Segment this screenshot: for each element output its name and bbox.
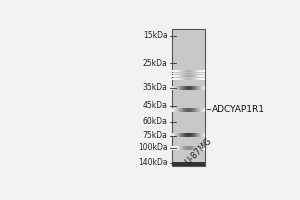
- FancyBboxPatch shape: [172, 162, 205, 166]
- Text: 45kDa: 45kDa: [143, 101, 168, 110]
- Text: 15kDa: 15kDa: [143, 31, 168, 40]
- Text: 35kDa: 35kDa: [143, 83, 168, 92]
- Text: 25kDa: 25kDa: [143, 59, 168, 68]
- Text: 75kDa: 75kDa: [143, 131, 168, 140]
- FancyBboxPatch shape: [172, 29, 205, 166]
- Text: U-87MG: U-87MG: [183, 136, 214, 166]
- Text: ADCYAP1R1: ADCYAP1R1: [212, 105, 265, 114]
- Text: 100kDa: 100kDa: [138, 143, 168, 152]
- Text: 140kDa: 140kDa: [138, 158, 168, 167]
- Text: 60kDa: 60kDa: [143, 117, 168, 126]
